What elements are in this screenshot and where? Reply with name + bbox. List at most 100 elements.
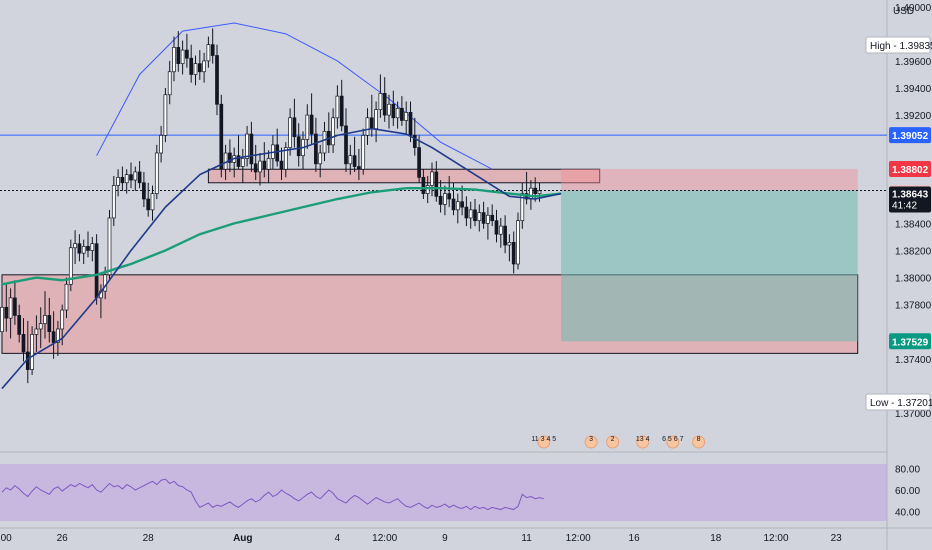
candle[interactable] [206, 36, 211, 68]
candle[interactable] [176, 31, 181, 72]
candle[interactable] [275, 128, 280, 167]
candle[interactable] [51, 311, 56, 359]
candle[interactable] [47, 297, 52, 343]
candle[interactable] [309, 93, 314, 145]
position-target-zone[interactable] [561, 190, 858, 342]
position-stop-zone[interactable] [561, 168, 858, 191]
candle[interactable] [339, 79, 344, 132]
ema-50-line[interactable] [1, 127, 562, 390]
candle[interactable] [4, 284, 9, 332]
candle[interactable] [417, 135, 421, 183]
candle[interactable] [477, 204, 482, 232]
candle[interactable] [421, 169, 426, 200]
candle[interactable] [215, 44, 219, 116]
candle[interactable] [64, 277, 69, 319]
candle[interactable] [81, 239, 86, 264]
candle[interactable] [533, 177, 538, 202]
candle[interactable] [8, 288, 13, 339]
candle[interactable] [68, 239, 73, 292]
candle[interactable] [391, 90, 396, 126]
event-marker-6[interactable]: 8 [692, 435, 706, 449]
candle[interactable] [412, 117, 417, 156]
candle[interactable] [129, 162, 133, 189]
event-marker-5[interactable]: 6 5 6 7 [662, 435, 684, 449]
candle[interactable] [189, 44, 194, 83]
candle[interactable] [292, 98, 297, 148]
candle[interactable] [249, 121, 254, 172]
candle[interactable] [305, 104, 310, 149]
candle[interactable] [262, 142, 267, 178]
candle[interactable] [322, 121, 327, 162]
candle[interactable] [468, 201, 473, 229]
candle[interactable] [404, 101, 409, 135]
candle[interactable] [236, 135, 241, 170]
candle[interactable] [378, 74, 383, 118]
candle[interactable] [344, 108, 348, 172]
candle[interactable] [137, 161, 142, 189]
candle[interactable] [258, 152, 262, 186]
candle[interactable] [395, 101, 400, 129]
candle[interactable] [288, 108, 292, 156]
candle[interactable] [438, 180, 443, 213]
candle[interactable] [159, 125, 163, 163]
candle[interactable] [219, 94, 224, 178]
candle[interactable] [163, 88, 168, 143]
candle[interactable] [210, 28, 215, 64]
candle[interactable] [111, 176, 116, 227]
candle[interactable] [331, 108, 335, 153]
candle[interactable] [460, 185, 464, 216]
candle[interactable] [228, 139, 232, 172]
candle[interactable] [150, 185, 155, 221]
candle[interactable] [425, 176, 430, 204]
candle[interactable] [167, 60, 172, 105]
candle[interactable] [13, 280, 17, 325]
candle[interactable] [296, 123, 301, 167]
candle[interactable] [77, 234, 82, 262]
candle[interactable] [154, 144, 159, 200]
candle[interactable] [516, 212, 520, 270]
candle[interactable] [348, 144, 353, 175]
candle[interactable] [56, 320, 60, 357]
candle[interactable] [185, 33, 189, 68]
candle[interactable] [494, 209, 499, 243]
candle[interactable] [94, 234, 99, 305]
candle[interactable] [180, 40, 185, 75]
candle[interactable] [21, 318, 26, 362]
candle[interactable] [387, 94, 391, 129]
candle[interactable] [283, 142, 288, 178]
candle[interactable] [447, 176, 452, 208]
candle[interactable] [365, 108, 370, 145]
candle[interactable] [202, 52, 206, 83]
candle[interactable] [266, 150, 271, 183]
event-marker-2[interactable]: 3 [584, 435, 598, 449]
candle[interactable] [357, 148, 361, 181]
candle[interactable] [481, 201, 486, 229]
candle[interactable] [314, 117, 318, 172]
candle[interactable] [0, 291, 4, 348]
candle[interactable] [245, 125, 249, 167]
candle[interactable] [511, 231, 516, 274]
rsi-line[interactable] [1, 478, 544, 511]
candle[interactable] [253, 144, 258, 181]
candle[interactable] [486, 207, 490, 240]
candle[interactable] [142, 171, 146, 208]
candle[interactable] [434, 161, 439, 202]
candle[interactable] [172, 36, 176, 82]
candle[interactable] [361, 128, 366, 175]
candle[interactable] [352, 136, 357, 172]
candle[interactable] [443, 185, 447, 216]
candle[interactable] [107, 209, 112, 281]
curve-drawing[interactable] [96, 22, 493, 170]
candle[interactable] [146, 182, 151, 217]
candle[interactable] [38, 307, 43, 348]
candle[interactable] [507, 234, 512, 262]
event-marker-1[interactable]: 11 3 4 5 [531, 435, 556, 449]
candle[interactable] [503, 215, 507, 254]
candle[interactable] [116, 169, 120, 197]
candle[interactable] [400, 96, 404, 126]
candle[interactable] [73, 230, 77, 264]
candle[interactable] [490, 204, 495, 227]
resistance-zone[interactable] [207, 168, 601, 184]
candle[interactable] [43, 291, 47, 339]
candle[interactable] [464, 196, 469, 227]
